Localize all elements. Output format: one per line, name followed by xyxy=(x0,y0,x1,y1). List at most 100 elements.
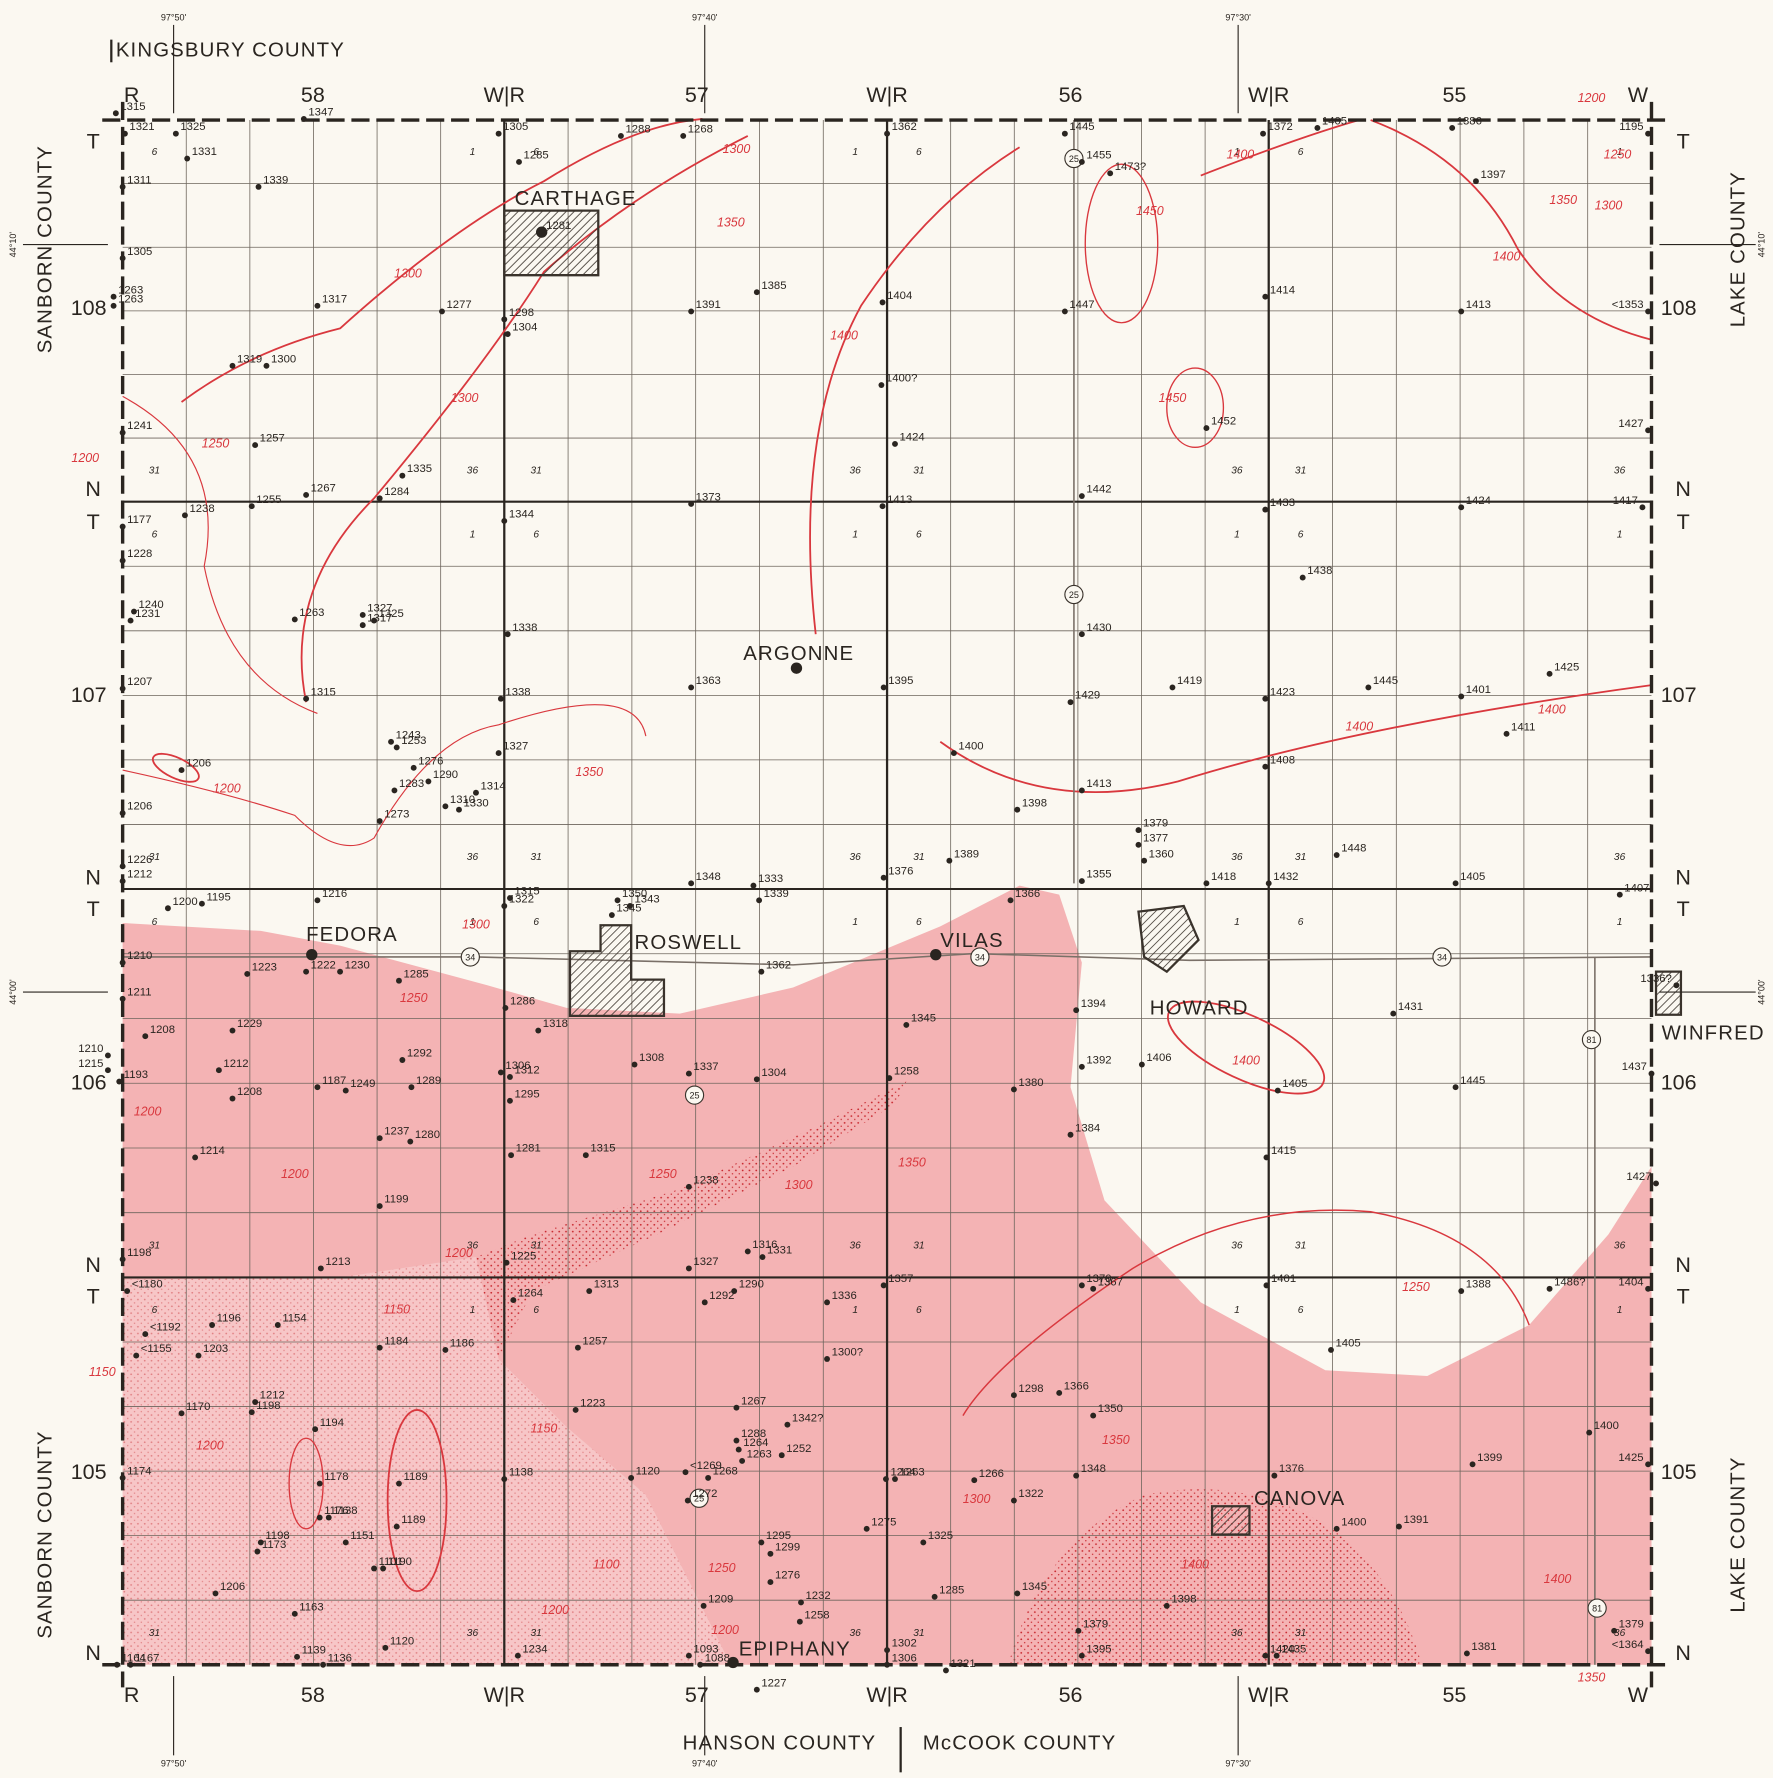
well xyxy=(1645,427,1651,433)
well xyxy=(946,858,952,864)
township-mark: N xyxy=(1675,1253,1691,1277)
well-elevation: 1184 xyxy=(384,1335,408,1347)
highway-number: 81 xyxy=(1586,1035,1596,1045)
section-number: 31 xyxy=(1295,852,1306,863)
well xyxy=(120,810,126,816)
well xyxy=(360,612,366,618)
well-elevation: 1216 xyxy=(322,888,347,900)
well-elevation: 1331 xyxy=(192,146,217,158)
contour-label: 1200 xyxy=(1578,91,1606,105)
well xyxy=(1645,1286,1651,1292)
well xyxy=(609,912,615,918)
well-elevation: 1400 xyxy=(1594,1420,1619,1432)
well xyxy=(292,1611,298,1617)
well xyxy=(230,1028,236,1034)
highway-number: 25 xyxy=(1069,154,1079,164)
contour-label: 1400 xyxy=(1181,1557,1209,1571)
well xyxy=(686,1184,692,1190)
well-elevation: 1139 xyxy=(302,1644,326,1656)
contour-label: 1400 xyxy=(1538,702,1566,716)
well-elevation: 1455 xyxy=(1086,150,1111,162)
well-elevation: 1435 xyxy=(1281,1643,1306,1655)
longitude: 97°30' xyxy=(1225,1759,1251,1769)
well-elevation: 1267 xyxy=(741,1395,766,1407)
well-elevation: 1437 xyxy=(1622,1061,1647,1073)
well xyxy=(779,1452,785,1458)
well xyxy=(501,1476,507,1482)
township-mark: N xyxy=(85,1641,101,1665)
contour-label: 1300 xyxy=(785,1178,813,1192)
well-elevation: 1394 xyxy=(1081,998,1106,1010)
well xyxy=(1056,1390,1062,1396)
well-elevation: 1423 xyxy=(1270,686,1295,698)
well xyxy=(731,1288,737,1294)
well-elevation: 1405 xyxy=(1336,1338,1361,1350)
well-elevation: 1138 xyxy=(333,1505,357,1517)
well xyxy=(303,696,309,702)
township-mark: T xyxy=(1677,129,1690,153)
well-elevation: 1298 xyxy=(1018,1383,1043,1395)
well-elevation: 1214 xyxy=(200,1145,225,1157)
well-elevation: 1210 xyxy=(127,950,152,962)
well xyxy=(1649,1071,1655,1077)
well-elevation: 1413 xyxy=(1086,778,1111,790)
town-name: EPIPHANY xyxy=(739,1639,851,1661)
township-number: 105 xyxy=(1661,1460,1697,1484)
well xyxy=(120,878,126,884)
well-elevation: 1376 xyxy=(1279,1463,1304,1475)
well xyxy=(1645,1461,1651,1467)
contour-label: 1200 xyxy=(445,1246,473,1260)
well-elevation: 1289 xyxy=(416,1075,441,1087)
well-elevation: 1325 xyxy=(180,121,205,133)
township-mark: T xyxy=(87,1284,100,1308)
map: 6136316136316136316136316136316136316136… xyxy=(0,0,1773,1778)
well-elevation: 1290 xyxy=(739,1279,764,1291)
well xyxy=(883,1476,889,1482)
well-elevation: 1348 xyxy=(1081,1463,1106,1475)
range-mark: W|R xyxy=(1248,83,1289,107)
well xyxy=(408,1084,414,1090)
section-number: 6 xyxy=(152,1305,158,1316)
well xyxy=(314,897,320,903)
well-elevation: 1285 xyxy=(403,968,428,980)
well-elevation: 1413 xyxy=(1466,299,1491,311)
section-number: 36 xyxy=(1231,1240,1243,1251)
contour-label: 1450 xyxy=(1136,204,1164,218)
well xyxy=(120,863,126,869)
town-name: ARGONNE xyxy=(743,643,854,665)
well-elevation: 1208 xyxy=(150,1024,175,1036)
township-mark: N xyxy=(1675,477,1691,501)
range-number: 55 xyxy=(1442,1683,1466,1707)
well-elevation: 1272 xyxy=(692,1488,717,1500)
well xyxy=(683,1469,689,1475)
well-elevation: 1195 xyxy=(206,891,230,903)
well-elevation: <1192 xyxy=(150,1322,181,1334)
well xyxy=(1079,493,1085,499)
contour-label: 1400 xyxy=(1232,1054,1260,1068)
well-elevation: 1264 xyxy=(518,1288,543,1300)
well xyxy=(1141,858,1147,864)
well xyxy=(120,524,126,530)
well xyxy=(254,1549,260,1555)
well xyxy=(1170,684,1176,690)
well-elevation: 1237 xyxy=(384,1126,409,1138)
well-elevation: 1317 xyxy=(322,293,347,305)
well xyxy=(179,1410,185,1416)
well-elevation: 1355 xyxy=(1086,869,1111,881)
contour-label: 1250 xyxy=(708,1561,736,1575)
well xyxy=(881,684,887,690)
well-elevation: 1302 xyxy=(892,1638,917,1650)
well xyxy=(1266,880,1272,886)
township-mark: T xyxy=(87,897,100,921)
well-elevation: 1338 xyxy=(505,686,530,698)
section-number: 1 xyxy=(470,529,476,540)
town-name: HOWARD xyxy=(1150,998,1249,1020)
well-elevation: 1438 xyxy=(1307,565,1332,577)
well-elevation: 1264 xyxy=(743,1437,768,1449)
well-elevation: 1292 xyxy=(407,1048,432,1060)
well xyxy=(343,1539,349,1545)
well-elevation: 1408 xyxy=(1270,754,1295,766)
well-elevation: 1170 xyxy=(186,1401,210,1413)
town-dot xyxy=(930,949,941,960)
well xyxy=(1300,575,1306,581)
